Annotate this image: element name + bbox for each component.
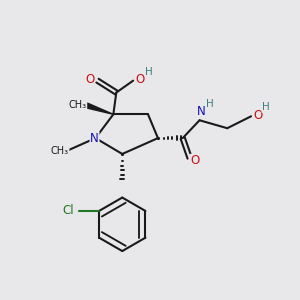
- Text: H: H: [145, 67, 153, 77]
- Text: N: N: [197, 105, 206, 118]
- Text: O: O: [136, 73, 145, 86]
- Text: O: O: [190, 154, 199, 167]
- Text: H: H: [206, 99, 213, 110]
- Text: N: N: [90, 132, 99, 145]
- Text: O: O: [254, 109, 262, 122]
- Text: O: O: [85, 73, 94, 86]
- Polygon shape: [86, 103, 113, 114]
- Text: H: H: [262, 102, 270, 112]
- Text: Cl: Cl: [63, 204, 74, 218]
- Text: CH₃: CH₃: [69, 100, 87, 110]
- Text: CH₃: CH₃: [51, 146, 69, 156]
